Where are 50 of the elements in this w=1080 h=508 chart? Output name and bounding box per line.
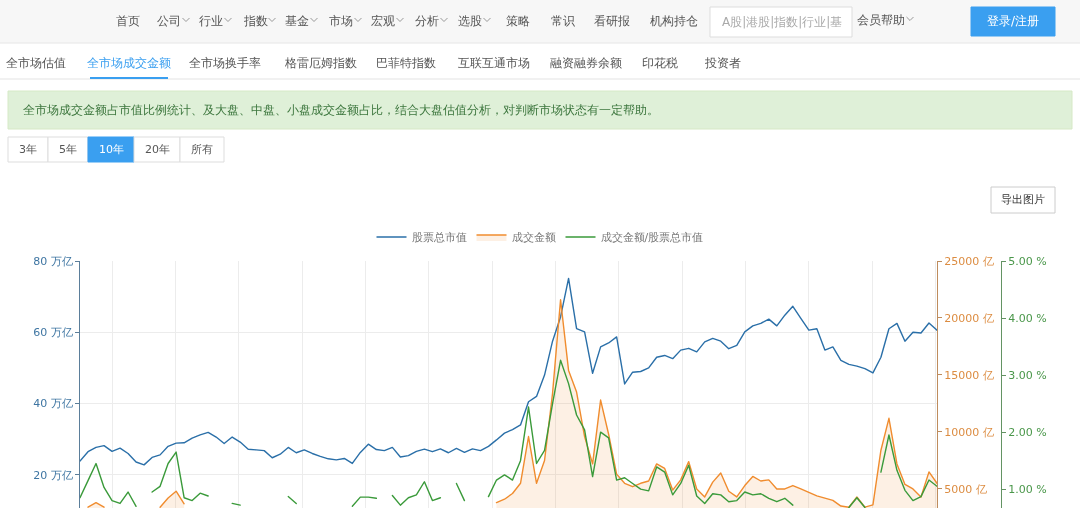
text: 投资者	[704, 56, 741, 70]
line-series	[80, 277, 937, 466]
y2-tick-label: 25000 亿	[944, 254, 994, 268]
text: 5年	[59, 143, 77, 156]
text: 行业	[199, 14, 223, 28]
text: A股|港股|指数|行业|基	[722, 15, 843, 29]
text: 常识	[551, 14, 575, 28]
y3-tick-label: 2.00 %	[1008, 425, 1047, 439]
text: 导出图片	[1001, 193, 1045, 206]
text: 看研报	[594, 14, 630, 28]
text: 10年	[99, 143, 124, 156]
text: 首页	[116, 14, 140, 28]
text: 市场	[329, 14, 353, 28]
text: 融资融券余额	[550, 56, 622, 70]
text: 策略	[506, 14, 530, 28]
y3-tick-label: 1.00 %	[1008, 483, 1047, 497]
y3-tick-label: 5.00 %	[1008, 254, 1047, 268]
text: 公司	[157, 14, 181, 28]
y3-tick-label: 3.00 %	[1008, 368, 1047, 382]
text: 登录/注册	[987, 14, 1040, 28]
text: 指数	[243, 14, 268, 28]
text: 20年	[145, 143, 170, 156]
text: 机构持仓	[650, 14, 698, 28]
text: 全市场估值	[6, 56, 66, 70]
legend-label: 成交金额	[511, 231, 556, 245]
text: 宏观	[371, 14, 395, 28]
y-tick-label: 20 万亿	[33, 468, 73, 482]
y2-tick-label: 10000 亿	[944, 425, 994, 439]
y2-tick-label: 5000 亿	[944, 482, 987, 496]
legend-label: 成交金额/股票总市值	[600, 231, 704, 245]
text: 巴菲特指数	[376, 56, 436, 70]
y-tick-label: 60 万亿	[33, 326, 73, 340]
text: 全市场换手率	[189, 56, 261, 70]
text: 印花税	[642, 56, 678, 70]
y-tick-label: 40 万亿	[33, 397, 73, 411]
y3-tick-label: 4.00 %	[1008, 311, 1047, 325]
text: 全市场成交金额	[87, 56, 171, 70]
text: 选股	[458, 14, 482, 28]
text: 互联互通市场	[458, 56, 530, 70]
text: 分析	[415, 14, 439, 28]
text: 基金	[285, 14, 309, 28]
text: 所有	[191, 143, 213, 156]
chart-subtitle: 全市场成交金额占市值比例统计、及大盘、中盘、小盘成交金额占比，结合大盘估值分析，对判断市场状态有一定帮助。	[23, 103, 659, 117]
text: 3年	[19, 143, 37, 156]
text: 会员帮助	[857, 13, 905, 27]
legend-label: 股票总市值	[411, 231, 467, 245]
y2-tick-label: 15000 亿	[944, 368, 994, 382]
y-tick-label: 80 万亿	[33, 254, 73, 268]
y2-tick-label: 20000 亿	[944, 311, 994, 325]
text: 格雷厄姆指数	[284, 56, 357, 70]
